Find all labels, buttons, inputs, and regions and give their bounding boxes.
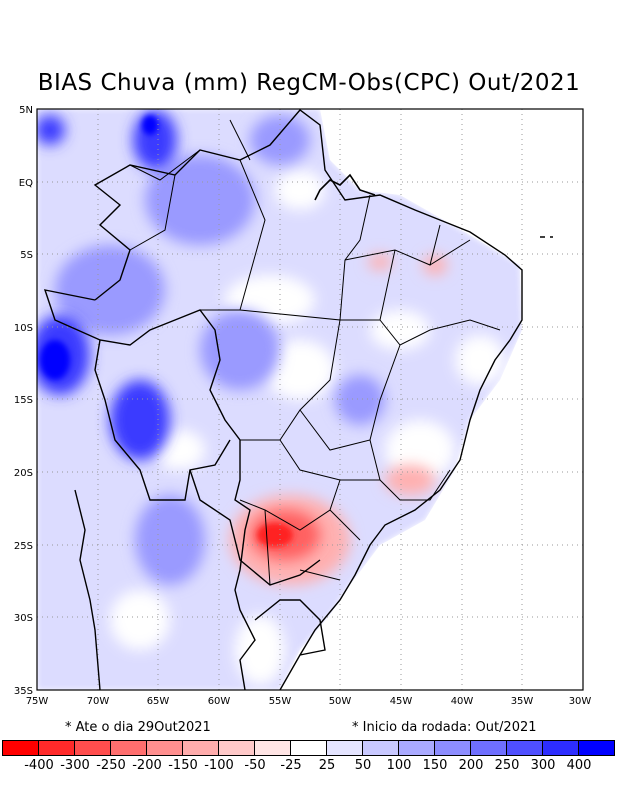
legend-label: -25	[280, 758, 302, 773]
west-border	[43, 289, 256, 690]
peru-bolivia	[94, 339, 231, 501]
color-legend	[2, 740, 615, 756]
legend-label: -250	[96, 758, 126, 773]
lon-label: 60W	[208, 696, 231, 707]
legend-label: -200	[132, 758, 162, 773]
lon-label: 40W	[451, 696, 474, 707]
legend-label: 100	[386, 758, 412, 773]
map-frame	[36, 108, 584, 691]
note-run-start: * Inicio da rodada: Out/2021	[352, 720, 537, 735]
lat-label: 5N	[19, 105, 33, 116]
legend-label: -150	[168, 758, 198, 773]
legend-label: 50	[354, 758, 372, 773]
legend-swatch	[254, 740, 291, 756]
legend-swatch	[398, 740, 435, 756]
lon-label: 65W	[147, 696, 170, 707]
paraguay	[189, 469, 321, 586]
legend-label: 25	[318, 758, 336, 773]
legend-swatch	[218, 740, 255, 756]
legend-swatch	[182, 740, 219, 756]
legend-swatch	[74, 740, 111, 756]
lat-label: 25S	[14, 541, 33, 552]
lon-label: 55W	[269, 696, 292, 707]
brazil-border	[93, 109, 523, 690]
lon-label: 75W	[26, 696, 49, 707]
lon-label: 35W	[511, 696, 534, 707]
legend-label: 150	[422, 758, 448, 773]
legend-swatch	[470, 740, 507, 756]
political-borders	[43, 109, 553, 690]
argentina-chile	[74, 489, 101, 690]
legend-label: -300	[60, 758, 90, 773]
map-title: BIAS Chuva (mm) RegCM-Obs(CPC) Out/2021	[37, 70, 581, 96]
lat-label: 10S	[14, 323, 33, 334]
lat-label: EQ	[19, 178, 33, 189]
legend-swatch	[542, 740, 579, 756]
legend-label: 200	[458, 758, 484, 773]
lon-label: 45W	[390, 696, 413, 707]
legend-label: -100	[204, 758, 234, 773]
legend-swatch	[434, 740, 471, 756]
lat-label: 5S	[20, 250, 33, 261]
lat-label: 15S	[14, 395, 33, 406]
lon-label: 50W	[329, 696, 352, 707]
lon-label: 30W	[569, 696, 592, 707]
legend-swatch	[506, 740, 543, 756]
legend-label: -400	[24, 758, 54, 773]
legend-swatch	[326, 740, 363, 756]
legend-label: 400	[566, 758, 592, 773]
legend-swatch	[146, 740, 183, 756]
legend-swatch	[578, 740, 615, 756]
lat-label: 35S	[14, 686, 33, 697]
longitude-labels: 75W 70W 65W 60W 55W 50W 45W 40W 35W 30W	[26, 696, 592, 707]
legend-label: 250	[494, 758, 520, 773]
state-lines	[129, 119, 501, 586]
legend-label: -50	[244, 758, 266, 773]
latitude-labels: 5N EQ 5S 10S 15S 20S 25S 30S 35S	[14, 105, 33, 697]
legend-swatch	[2, 740, 39, 756]
lat-label: 20S	[14, 468, 33, 479]
legend-label: 300	[530, 758, 556, 773]
lon-label: 70W	[87, 696, 110, 707]
legend-swatch	[38, 740, 75, 756]
note-end-date: * Ate o dia 29Out2021	[65, 720, 211, 735]
legend-labels: -400 -300 -250 -200 -150 -100 -50 -25 25 50 100 150…	[0, 758, 618, 776]
lat-label: 30S	[14, 613, 33, 624]
legend-swatch	[290, 740, 327, 756]
legend-swatch	[110, 740, 147, 756]
coast-detail	[314, 173, 553, 238]
uruguay	[254, 599, 326, 656]
legend-swatch	[362, 740, 399, 756]
